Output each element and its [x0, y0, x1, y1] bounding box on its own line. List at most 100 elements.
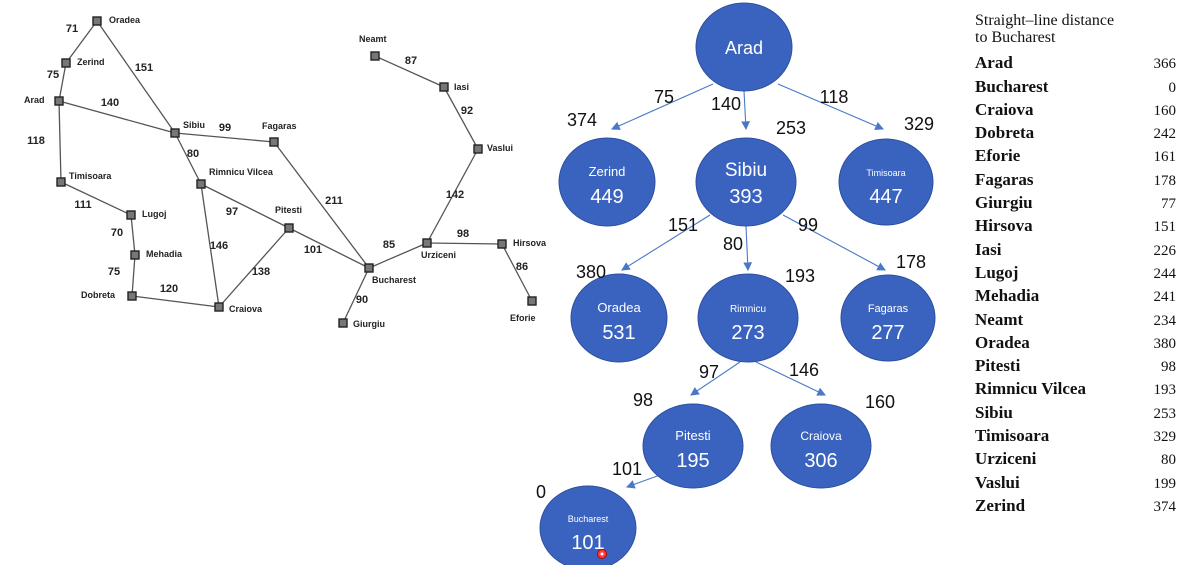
sld-city: Fagaras [975, 169, 1034, 189]
sld-row: Bucharest 0 [975, 73, 1180, 96]
tree-node-bucharest: Bucharest 101 [539, 485, 637, 565]
tree-node-circle [539, 485, 637, 565]
sld-value: 253 [1153, 405, 1177, 422]
road-distance-label: 118 [27, 135, 45, 147]
tree-node-circle [695, 2, 793, 92]
road-bucharest-giurgiu [342, 267, 370, 324]
tree-node-circle [558, 137, 656, 227]
tree-heuristic-label: 253 [776, 118, 806, 138]
sld-rows: Arad 366 Bucharest 0 Craiova 160 Dobreta 242 Efo… [975, 50, 1180, 516]
map-city-label-urziceni: Urziceni [421, 250, 456, 260]
tree-edge-arad-zerind [610, 83, 714, 130]
tree-nodes: Arad Zerind 449 Sibiu 393 Timisoara 447 Oradea 5… [539, 2, 936, 565]
tree-edge-cost: 75 [654, 87, 674, 107]
sld-table-title: Straight–line distance to Bucharest [975, 12, 1180, 46]
map-city-marker-urziceni [422, 238, 432, 248]
sld-value: 161 [1153, 149, 1177, 166]
tree-node-value: 531 [602, 322, 635, 344]
tree-node-circle [697, 273, 799, 363]
tree-node-oradea: Oradea 531 [570, 273, 668, 363]
road-distance-label: 99 [219, 122, 231, 134]
tree-node-circle [838, 138, 934, 226]
sld-city: Neamt [975, 309, 1024, 329]
map-roads: 71 75 151 140 118 111 70 75 120 99 80 97 146 138 101 21… [27, 20, 533, 324]
sld-city: Hirsova [975, 216, 1033, 236]
sld-value: 0 [1168, 79, 1177, 96]
tree-heuristic-label: 98 [633, 390, 653, 410]
sld-value: 226 [1153, 242, 1177, 259]
tree-edge-cost: 80 [723, 234, 743, 254]
tree-node-circle [570, 273, 668, 363]
sld-title-line2: to Bucharest [975, 29, 1056, 46]
sld-city: Dobreta [975, 123, 1035, 143]
map-city-marker-lugoj [126, 210, 136, 220]
sld-row: Zerind 374 [975, 493, 1180, 516]
tree-node-arad: Arad [695, 2, 793, 92]
sld-value: 151 [1153, 219, 1177, 236]
road-distance-label: 98 [457, 228, 469, 240]
tree-edge-cost: 97 [699, 362, 719, 382]
sld-row: Eforie 161 [975, 143, 1180, 166]
sld-row: Arad 366 [975, 50, 1180, 73]
tree-node-pitesti: Pitesti 195 [642, 403, 744, 489]
sld-row: Timisoara 329 [975, 423, 1180, 446]
sld-row: Vaslui 199 [975, 469, 1180, 492]
map-city-marker-bucharest [364, 263, 374, 273]
road-distance-label: 87 [405, 55, 417, 67]
sld-row: Giurgiu 77 [975, 190, 1180, 213]
road-distance-label: 146 [210, 240, 228, 252]
sld-value: 366 [1153, 56, 1177, 73]
map-city-label-dobreta: Dobreta [81, 290, 116, 300]
map-city-marker-iasi [439, 82, 449, 92]
map-city-marker-eforie [527, 296, 537, 306]
sld-value: 199 [1153, 475, 1177, 492]
map-city-marker-hirsova [497, 239, 507, 249]
tree-node-sibiu: Sibiu 393 [695, 137, 797, 227]
sld-title-line1: Straight–line distance [975, 12, 1115, 29]
map-city-label-neamt: Neamt [359, 34, 387, 44]
tree-edge-sibiu-oradea [621, 214, 711, 271]
map-city-marker-vaslui [473, 144, 483, 154]
map-city-label-arad: Arad [24, 95, 45, 105]
road-hirsova-eforie [501, 243, 533, 302]
sld-city: Iasi [975, 239, 1002, 259]
tree-edge-cost: 146 [789, 360, 819, 380]
road-oradea-zerind [65, 20, 98, 64]
road-rimnicu-craiova [200, 183, 220, 308]
sld-row: Oradea 380 [975, 330, 1180, 353]
sld-value: 329 [1153, 429, 1177, 446]
sld-row: Iasi 226 [975, 236, 1180, 259]
road-distance-label: 97 [226, 206, 238, 218]
sld-city: Bucharest [975, 76, 1049, 96]
map-city-marker-mehadia [130, 250, 140, 260]
road-distance-label: 138 [252, 266, 270, 278]
sld-city: Sibiu [975, 402, 1013, 422]
road-distance-label: 75 [108, 266, 120, 278]
straight-line-distance-table: Straight–line distance to Bucharest Arad… [975, 12, 1180, 516]
road-distance-label: 86 [516, 261, 528, 273]
road-fagaras-bucharest [273, 141, 370, 269]
sld-value: 374 [1153, 498, 1177, 515]
tree-node-craiova: Craiova 306 [770, 403, 872, 489]
tree-node-circle [770, 403, 872, 489]
tree-edge-cost: 99 [798, 215, 818, 235]
road-lugoj-mehadia [130, 214, 136, 256]
tree-heuristic-label: 178 [896, 252, 926, 272]
map-city-label-craiova: Craiova [229, 304, 263, 314]
map-city-marker-pitesti [284, 223, 294, 233]
map-city-marker-craiova [214, 302, 224, 312]
greedy-search-tree: 75 140 118 151 80 99 97 146 101 Arad Zerind 449 Sibi… [536, 2, 936, 565]
sld-row: Craiova 160 [975, 97, 1180, 120]
tree-node-fagaras: Fagaras 277 [840, 274, 936, 362]
sld-row: Neamt 234 [975, 306, 1180, 329]
map-city-marker-giurgiu [338, 318, 348, 328]
map-city-label-zerind: Zerind [77, 57, 105, 67]
road-arad-timisoara [58, 100, 62, 183]
tree-heuristic-label: 193 [785, 266, 815, 286]
map-city-marker-rimnicu [196, 179, 206, 189]
sld-value: 80 [1161, 452, 1176, 469]
map-city-marker-oradea [92, 16, 102, 26]
sld-value: 160 [1153, 102, 1177, 119]
tree-node-name: Fagaras [868, 303, 909, 315]
tree-node-value: 195 [676, 450, 709, 472]
